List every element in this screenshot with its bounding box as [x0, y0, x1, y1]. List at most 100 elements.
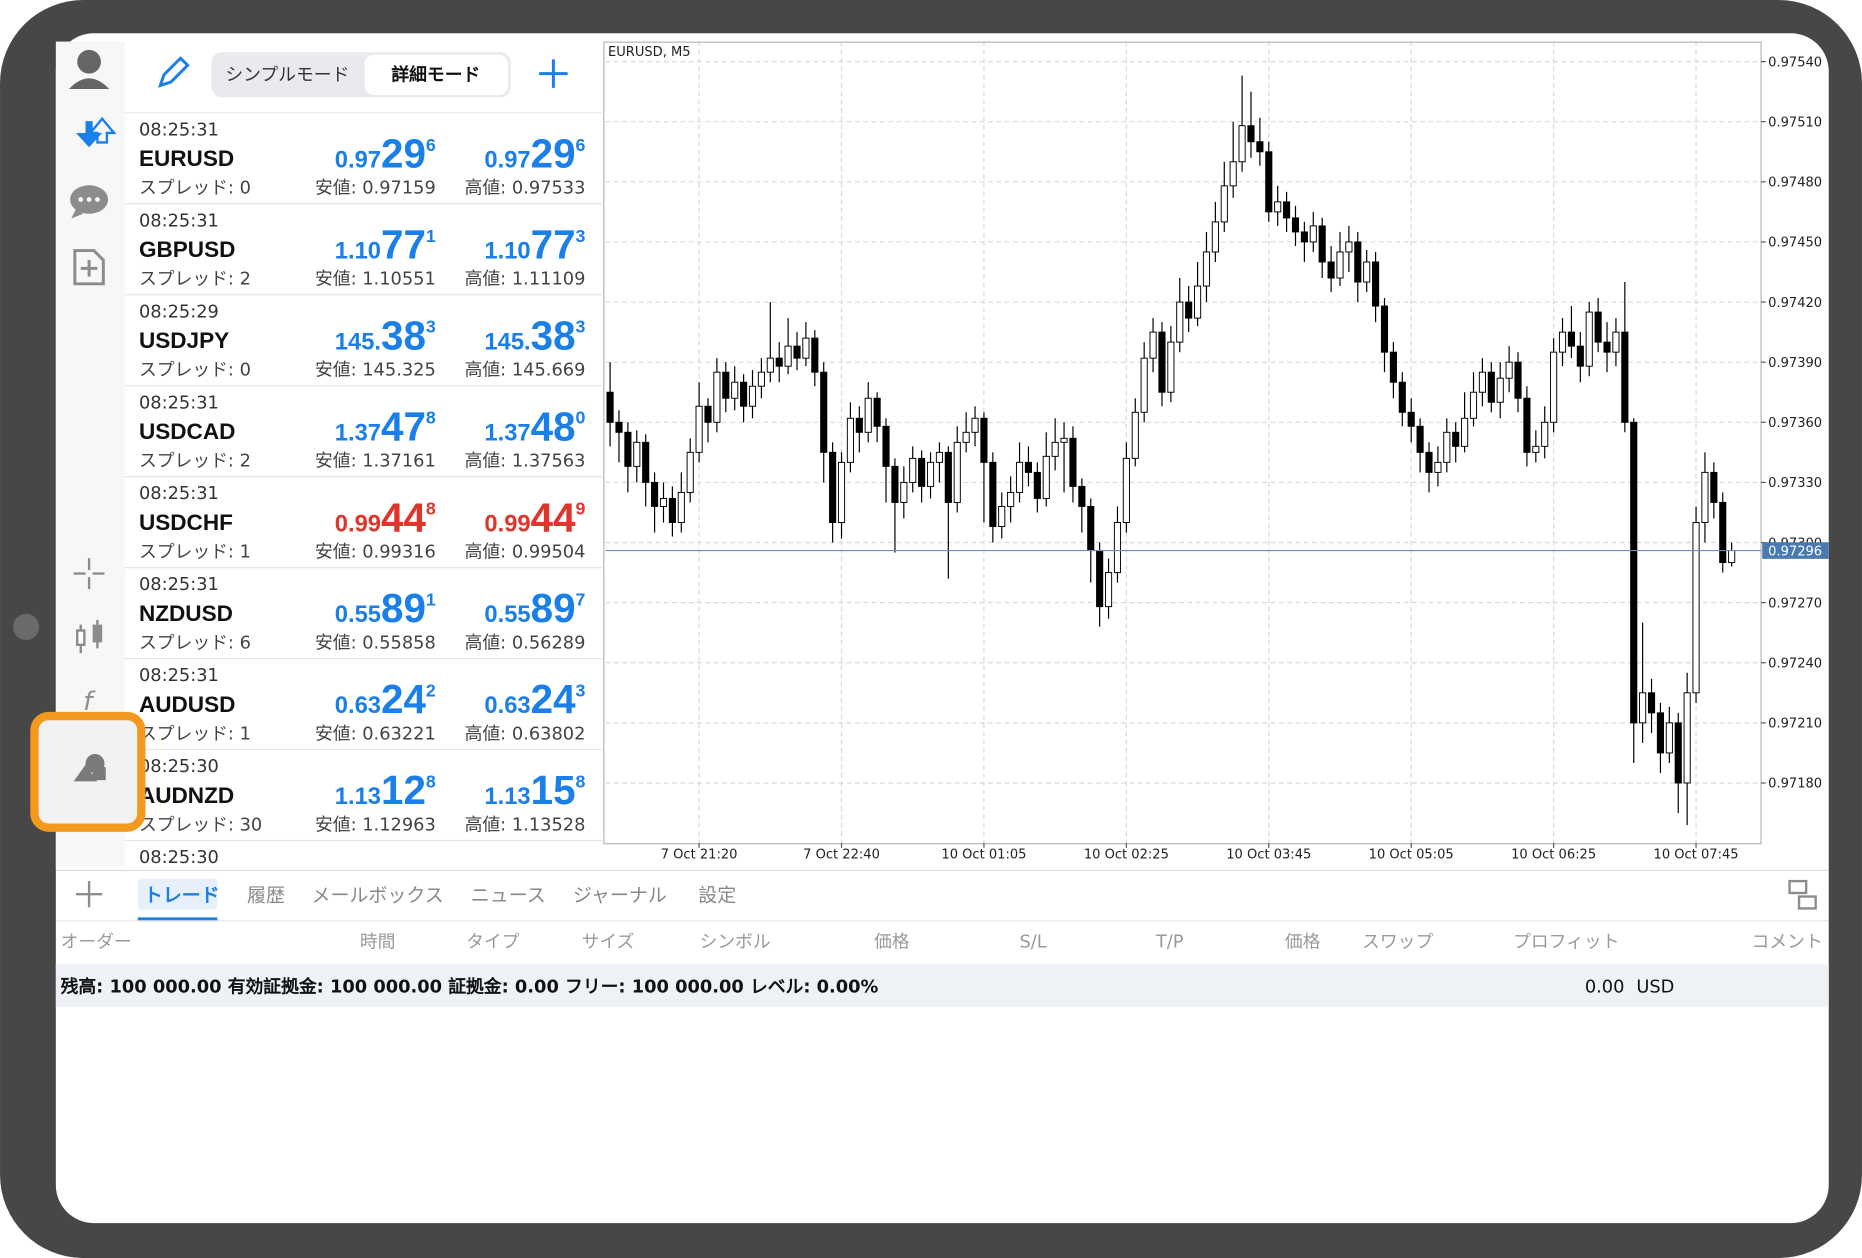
candle-body	[1069, 437, 1077, 487]
candle-body	[1042, 455, 1050, 499]
low-price: 安値: 1.37161	[315, 450, 436, 471]
candle-body	[606, 391, 614, 423]
price: 0.97296	[335, 130, 436, 176]
table-header: オーダー 時間 タイプ サイズ シンボル 価格 S/L T/P 価格 スワップ プロフィット コメント	[61, 932, 1823, 953]
candle-body	[1327, 261, 1335, 279]
candle-body	[651, 481, 659, 507]
tab[interactable]: ニュース	[471, 884, 546, 906]
price-pips: 48	[531, 403, 576, 449]
candle-body	[1060, 437, 1068, 443]
icon-chart-type[interactable]	[76, 619, 103, 654]
price-fraction: 8	[426, 772, 436, 792]
candle-body	[1585, 311, 1593, 367]
price: 0.55891	[335, 585, 436, 631]
add-tab[interactable]	[76, 881, 103, 908]
candle-body	[1149, 331, 1157, 359]
price-fraction: 3	[576, 226, 586, 246]
icon-new-order[interactable]	[73, 249, 105, 286]
candle-body	[1291, 217, 1300, 233]
candle-body	[624, 431, 632, 467]
candle-body	[1407, 411, 1415, 427]
candle-body	[1594, 311, 1602, 343]
column-header: サイズ	[582, 932, 635, 953]
price-pips: 77	[531, 221, 576, 267]
x-tick-label: 7 Oct 21:20	[661, 848, 738, 863]
x-tick-label: 10 Oct 06:25	[1511, 848, 1596, 863]
high-price: 高値: 1.37563	[465, 450, 586, 471]
icon-account[interactable]	[68, 49, 110, 90]
edit-button[interactable]	[157, 56, 190, 88]
tab[interactable]: トレード	[144, 884, 220, 906]
price-fraction: 1	[426, 226, 436, 246]
icon-objects[interactable]	[73, 754, 106, 782]
candle-body	[1452, 431, 1460, 447]
candle-body	[677, 491, 685, 523]
candle-body	[882, 425, 890, 467]
price: 1.13158	[484, 767, 585, 813]
candle-body	[971, 417, 979, 433]
tab[interactable]: 設定	[698, 884, 736, 906]
currency: USD	[1636, 977, 1674, 998]
price-pips: 44	[531, 494, 576, 540]
candle-body	[1621, 331, 1629, 423]
icon-quotes[interactable]	[76, 116, 117, 148]
candle-body	[1274, 201, 1282, 213]
candle-body	[1496, 377, 1504, 403]
candle-body	[1104, 572, 1113, 608]
price-main: 1.10	[335, 238, 381, 264]
icon-crosshair[interactable]	[73, 558, 105, 589]
price-pips: 38	[381, 312, 426, 358]
low-price: 安値: 1.12963	[315, 814, 436, 835]
price-pips: 89	[531, 585, 576, 631]
price-pips: 24	[531, 676, 576, 722]
y-tick-label: 0.97390	[1768, 356, 1822, 371]
y-tick-label: 0.97420	[1768, 296, 1822, 311]
add-symbol[interactable]	[539, 59, 568, 88]
layout-button[interactable]	[1788, 879, 1817, 910]
candle-body	[1194, 285, 1202, 319]
price-main: 145.	[335, 329, 381, 355]
candle-body	[1309, 225, 1317, 243]
mode-simple[interactable]: シンプルモード	[225, 65, 349, 86]
price-fraction: 8	[426, 499, 436, 519]
column-header: 価格	[874, 932, 910, 953]
price-main: 0.55	[484, 602, 530, 628]
candle-body	[1051, 441, 1059, 457]
x-tick-label: 10 Oct 07:45	[1654, 848, 1739, 863]
candle-body	[1140, 357, 1148, 413]
high-price: 高値: 145.669	[465, 359, 586, 380]
y-tick-label: 0.97480	[1768, 176, 1822, 191]
candle-body	[1176, 301, 1184, 343]
price-pips: 47	[381, 403, 426, 449]
price-main: 145.	[484, 329, 530, 355]
balance: 残高: 100 000.00 有効証拠金: 100 000.00 証拠金: 0.…	[61, 976, 879, 998]
mode-detail[interactable]: 詳細モード	[391, 64, 480, 86]
candle-body	[1469, 391, 1478, 419]
candle-body	[1015, 461, 1024, 493]
candle-body	[1247, 125, 1255, 143]
candle-body	[1336, 251, 1344, 279]
quote-time: 08:25:31	[139, 119, 219, 140]
candle-body	[695, 405, 703, 453]
spread: スプレッド: 2	[139, 269, 251, 290]
column-header: タイプ	[466, 932, 520, 953]
price-main: 1.13	[484, 784, 530, 810]
spread: スプレッド: 6	[139, 632, 251, 653]
candle-body	[944, 451, 952, 503]
price-fraction: 2	[426, 681, 436, 701]
mode-selected	[364, 54, 509, 95]
spread: スプレッド: 30	[139, 814, 262, 835]
symbol: USDCHF	[139, 510, 233, 535]
total: 0.00	[1585, 977, 1625, 998]
tab[interactable]: ジャーナル	[573, 884, 667, 906]
price: 145.383	[335, 312, 436, 358]
icon-chat[interactable]	[70, 185, 109, 219]
candle-body	[1007, 491, 1015, 507]
tab[interactable]: 履歴	[247, 884, 285, 906]
candle-body	[1443, 431, 1451, 463]
tab[interactable]: メールボックス	[311, 884, 443, 906]
candle-body	[704, 405, 712, 423]
price-pips: 44	[381, 494, 426, 540]
column-header: 価格	[1285, 932, 1321, 953]
candle-body	[1603, 341, 1611, 353]
